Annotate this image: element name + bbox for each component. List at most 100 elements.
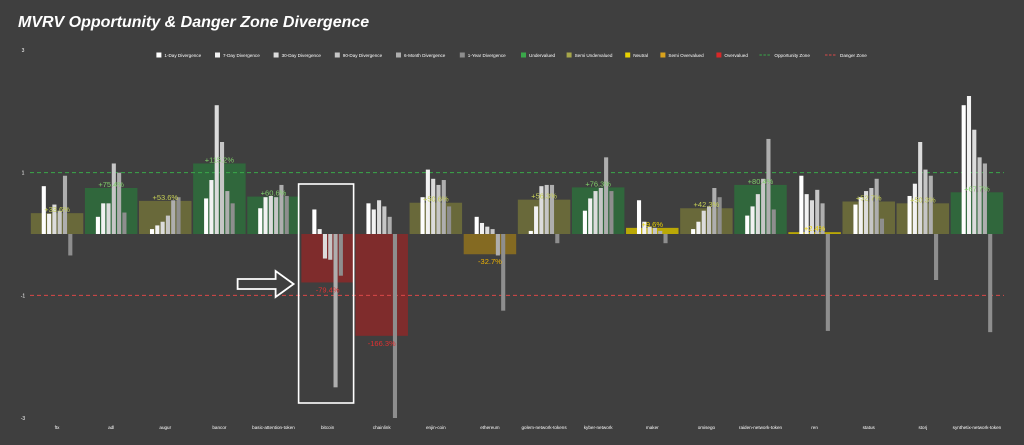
- x-tick-label-synthetix-network-token: synthetix-network-token: [953, 425, 1002, 430]
- legend-swatch: [566, 52, 572, 58]
- legend-swatch: [521, 52, 526, 58]
- x-tick-label-storj: storj: [918, 425, 927, 430]
- bar-bancor-s4: [225, 191, 230, 234]
- bar-kyber-network-s2: [593, 191, 598, 234]
- bar-enjin-coin-s0: [420, 197, 425, 234]
- zone-label-ethereum: -32.7%: [478, 257, 502, 266]
- legend-swatch: [660, 52, 666, 58]
- x-tick-label-kyber-network: kyber-network: [584, 425, 614, 430]
- bar-ethereum-s0: [474, 216, 479, 234]
- chart-title: MVRV Opportunity & Danger Zone Divergenc…: [18, 14, 370, 31]
- bar-ethereum-s5: [501, 234, 506, 311]
- bar-omisego-s3: [706, 206, 712, 234]
- zone-rect-basic-attention-token: [247, 196, 300, 234]
- legend-swatch: [716, 52, 722, 58]
- legend-item-label: Overvalued: [724, 53, 748, 58]
- bar-basic-attention-token-s1: [263, 197, 268, 234]
- zone-rect-golem-network-tokens: [517, 199, 571, 234]
- legend-item-label: Semi Overvalued: [668, 53, 704, 58]
- annotation-arrow: [236, 269, 296, 299]
- zone-rect-ftx: [30, 213, 84, 234]
- zone-label-raiden-network-token: +80.4%: [748, 177, 774, 186]
- bar-storj-s4: [928, 175, 933, 234]
- zone-label-adl: +75.4%: [98, 180, 124, 189]
- zone-label-bancor: +115.2%: [205, 155, 235, 164]
- bar-ren-s5: [825, 234, 830, 331]
- threshold-lines: [30, 172, 1004, 296]
- zone-rect-omisego: [680, 208, 733, 234]
- bar-maker-s4: [658, 230, 663, 234]
- bar-augur-s1: [155, 225, 160, 234]
- bar-omisego-s0: [691, 229, 696, 234]
- legend-item-label: 6-Month Divergence: [404, 53, 446, 58]
- bar-augur-s3: [165, 215, 170, 234]
- bar-ren-s2: [809, 200, 815, 234]
- bar-adl-s4: [117, 172, 122, 234]
- x-tick-label-ethereum: ethereum: [480, 425, 500, 430]
- bar-status-s1: [858, 197, 863, 234]
- bar-bancor-s1: [209, 180, 214, 234]
- bar-raiden-network-token-s5: [771, 209, 776, 234]
- bar-kyber-network-s5: [609, 191, 614, 234]
- zone-rect-maker: [626, 227, 679, 234]
- bar-enjin-coin-s2: [431, 178, 436, 234]
- bar-omisego-s4: [712, 188, 717, 234]
- bar-enjin-coin-s1: [425, 169, 430, 234]
- x-tick-label-maker: maker: [646, 425, 659, 430]
- zone-rect-raiden-network-token: [734, 184, 787, 234]
- x-tick-label-augur: augur: [159, 425, 171, 430]
- bar-raiden-network-token-s3: [761, 178, 766, 234]
- bar-basic-attention-token-s5: [284, 195, 289, 234]
- legend-item-label: Semi Undervalued: [575, 53, 613, 58]
- label-layer: +33.6% +75.4% +53.6% +115.2% +60.6% -79.4% -16…: [44, 155, 990, 347]
- zone-rect-chainlink: [355, 234, 408, 336]
- bar-ethereum-s1: [479, 222, 485, 234]
- legend-item-label: 1-Year Divergence: [468, 53, 506, 58]
- zone-label-enjin-coin: +50.6%: [423, 195, 449, 204]
- legend-swatch: [625, 52, 631, 58]
- bar-ethereum-s3: [490, 229, 495, 234]
- zone-label-golem-network-tokens: +56.3%: [531, 192, 557, 201]
- legend-item-label: 7-Day Divergence: [223, 53, 260, 58]
- zone-label-bitcoin: -79.4%: [316, 285, 340, 294]
- bar-augur-s4: [171, 200, 176, 234]
- bar-basic-attention-token-s3: [274, 197, 279, 234]
- zone-rect-enjin-coin: [409, 202, 463, 234]
- legend-item-label: Danger Zone: [840, 53, 867, 58]
- bar-ethereum-s4: [495, 234, 500, 256]
- bar-augur-s5: [176, 197, 181, 234]
- annotation-layer: [236, 183, 355, 404]
- bar-golem-network-tokens-s5: [555, 234, 560, 244]
- x-tick-label-enjin-coin: enjin-coin: [426, 425, 446, 430]
- bar-raiden-network-token-s2: [755, 194, 760, 234]
- bar-ftx-s3: [57, 210, 62, 234]
- bar-status-s0: [853, 204, 858, 234]
- legend-swatch: [334, 52, 340, 58]
- bar-omisego-s5: [717, 197, 722, 234]
- bar-maker-s1: [642, 221, 647, 234]
- bar-kyber-network-s0: [582, 210, 587, 234]
- zone-rect-kyber-network: [571, 187, 625, 234]
- zone-label-synthetix-network-token: +67.7%: [964, 184, 990, 193]
- legend-swatch: [396, 52, 401, 58]
- y-tick-label: 1: [22, 171, 25, 177]
- bar-layer: [41, 96, 993, 418]
- bar-enjin-coin-s4: [441, 180, 446, 234]
- bar-augur-s2: [160, 221, 165, 234]
- bar-kyber-network-s1: [588, 198, 593, 234]
- bar-chainlink-s2: [377, 200, 382, 234]
- zone-rect-status: [842, 201, 895, 234]
- bar-ftx-s5: [68, 234, 73, 256]
- x-tick-label-ftx: ftx: [55, 425, 61, 430]
- bar-ftx-s1: [47, 213, 52, 234]
- zone-rect-bitcoin: [301, 234, 354, 283]
- bar-adl-s2: [106, 203, 111, 234]
- bar-bitcoin-s5: [338, 234, 343, 276]
- x-tick-label-chainlink: chainlink: [373, 425, 392, 430]
- x-tick-label-basic-attention-token: basic-attention-token: [252, 425, 295, 430]
- bar-adl-s5: [122, 212, 127, 234]
- bar-bancor-s5: [230, 203, 235, 234]
- bar-bancor-s2: [214, 105, 219, 234]
- zone-label-status: +52.7%: [856, 193, 882, 202]
